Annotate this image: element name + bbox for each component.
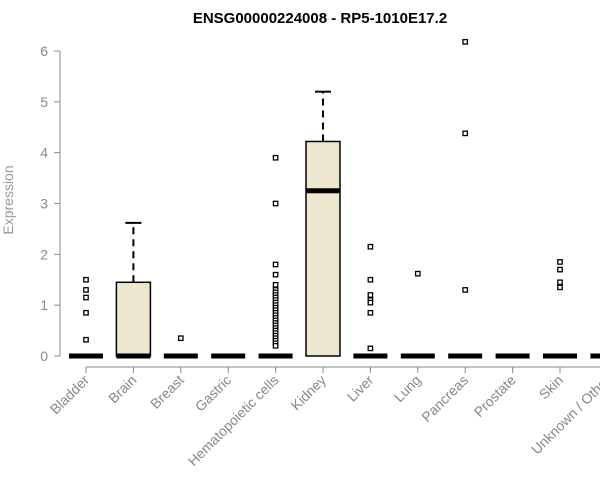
- plot-area: [69, 39, 600, 359]
- x-tick-label: Prostate: [471, 372, 519, 420]
- x-tick-label: Gastric: [192, 372, 235, 415]
- box-group: [543, 259, 577, 359]
- outlier-point: [414, 270, 421, 277]
- x-tick-label: Skin: [536, 372, 567, 403]
- box-group: [69, 276, 103, 359]
- chart-title: ENSG00000224008 - RP5-1010E17.2: [193, 10, 447, 27]
- outlier-point: [272, 200, 279, 207]
- outlier-point: [177, 335, 184, 342]
- outlier-point: [272, 281, 279, 288]
- x-tick-label: Hematopoietic cells: [185, 372, 282, 469]
- x-tick-label: Lung: [391, 372, 424, 405]
- y-tick-label: 4: [40, 145, 48, 161]
- outlier-point: [272, 271, 279, 278]
- outlier-point: [367, 276, 374, 283]
- outlier-point: [367, 299, 374, 306]
- y-tick-label: 3: [40, 196, 48, 212]
- y-tick-label: 6: [40, 43, 48, 59]
- y-axis-label: Expression: [0, 165, 16, 234]
- outlier-point: [557, 279, 563, 286]
- outlier-point: [83, 294, 89, 301]
- box-group: [353, 243, 388, 359]
- x-tick-label: Brain: [105, 372, 139, 406]
- box: [305, 140, 341, 357]
- box-group: [115, 221, 152, 359]
- x-tick-label: Kidney: [288, 372, 330, 414]
- box-group: [590, 353, 600, 359]
- y-tick-label: 2: [40, 246, 48, 262]
- x-tick-label: Bladder: [47, 372, 93, 418]
- outlier-point: [367, 243, 374, 250]
- x-tick-label: Liver: [344, 372, 377, 405]
- y-tick-label: 1: [40, 297, 48, 313]
- outlier-point: [462, 130, 469, 137]
- outlier-point: [272, 154, 279, 161]
- box-group: [258, 154, 293, 359]
- box-group: [448, 39, 483, 359]
- box: [115, 281, 152, 357]
- y-tick-label: 0: [40, 348, 48, 364]
- outlier-point: [367, 292, 374, 298]
- outlier-point: [83, 309, 89, 316]
- outlier-point: [557, 284, 563, 291]
- outlier-point: [462, 287, 469, 293]
- box-group: [163, 335, 198, 359]
- outlier-point: [83, 287, 89, 293]
- outlier-point: [272, 342, 279, 349]
- box-group: [305, 90, 341, 357]
- y-axis: 0 1 2 3 4 5 6: [40, 43, 61, 364]
- outlier-point: [367, 309, 374, 316]
- x-tick-label: Pancreas: [418, 372, 471, 425]
- x-tick-label: Breast: [147, 372, 187, 412]
- outlier-point: [367, 345, 374, 352]
- outlier-point: [462, 39, 469, 45]
- outlier-point: [83, 336, 89, 343]
- outlier-point: [557, 259, 563, 265]
- box-group: [400, 270, 435, 359]
- outlier-point: [83, 276, 89, 283]
- outlier-point: [557, 266, 563, 273]
- outlier-point: [272, 261, 279, 268]
- y-tick-label: 5: [40, 94, 48, 110]
